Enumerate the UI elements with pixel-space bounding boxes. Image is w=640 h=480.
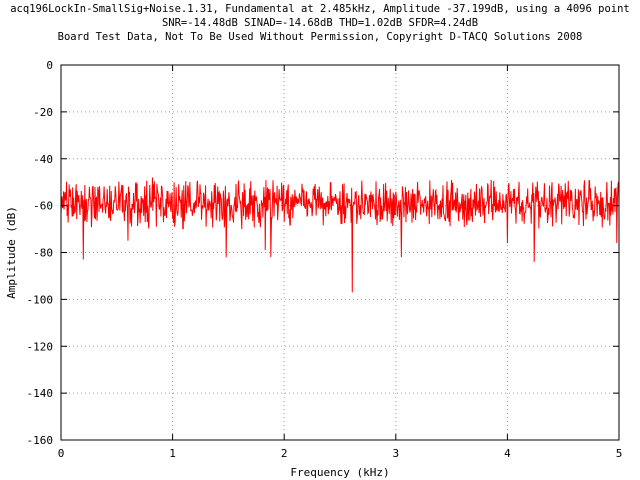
spectrum-series-line (60, 177, 620, 293)
chart-title-line-3: Board Test Data, Not To Be Used Without … (57, 31, 583, 43)
chart-title-line-1: acq196LockIn-SmallSig+Noise.1.31, Fundam… (10, 3, 630, 15)
x-axis-label: Frequency (kHz) (290, 466, 389, 479)
y-tick-label: -80 (33, 247, 53, 260)
y-tick-label: -40 (33, 153, 53, 166)
y-tick-label: -120 (27, 340, 54, 353)
y-tick-label: -60 (33, 200, 53, 213)
series-layer (60, 177, 620, 293)
y-tick-label: -160 (27, 434, 54, 447)
chart-title-line-2: SNR=-14.48dB SINAD=-14.68dB THD=1.02dB S… (161, 17, 479, 29)
grid (61, 65, 619, 440)
y-axis-label: Amplitude (dB) (5, 206, 18, 299)
x-tick-label: 0 (58, 447, 65, 460)
y-tick-label: -100 (27, 293, 54, 306)
x-tick-label: 1 (169, 447, 176, 460)
plot-frame (60, 64, 620, 441)
x-tick-label: 2 (281, 447, 288, 460)
tick-marks (60, 64, 620, 441)
y-tick-label: 0 (46, 59, 53, 72)
tick-labels: 0 1 2 3 4 5 0 -20 -40 -60 -80 -100 -120 -140 -160 (27, 59, 623, 460)
x-tick-label: 3 (392, 447, 399, 460)
x-tick-label: 5 (616, 447, 623, 460)
y-tick-label: -140 (27, 387, 54, 400)
y-tick-label: -20 (33, 106, 53, 119)
x-tick-label: 4 (504, 447, 511, 460)
